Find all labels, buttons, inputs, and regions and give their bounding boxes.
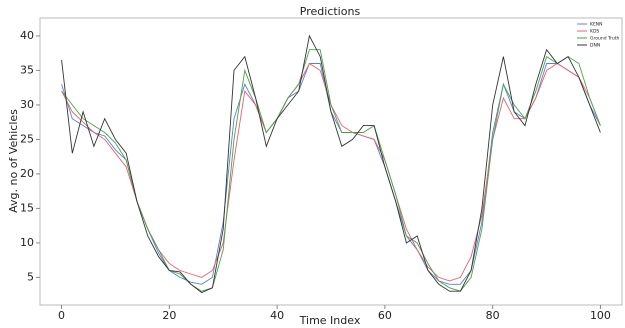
legend-label: Ground Truth: [590, 36, 620, 42]
chart-title: Predictions: [300, 5, 361, 18]
x-tick-label: 0: [58, 309, 65, 322]
x-tick-label: 20: [162, 309, 176, 322]
y-axis-label: Avg. no of Vehicles: [7, 109, 20, 213]
y-tick-label: 40: [20, 29, 34, 42]
series-line: [61, 63, 601, 285]
y-tick-label: 5: [27, 270, 34, 283]
x-axis-label: Time Index: [299, 314, 361, 327]
legend-label: KENN: [590, 22, 603, 28]
x-tick-label: 80: [486, 309, 500, 322]
series-line: [61, 62, 601, 282]
y-tick-label: 10: [20, 236, 34, 249]
y-tick-label: 25: [20, 132, 34, 145]
x-tick-label: 40: [270, 309, 284, 322]
series-line: [61, 34, 601, 294]
x-tick-label: 100: [590, 309, 611, 322]
y-tick-label: 35: [20, 63, 34, 76]
legend-label: KDS: [590, 29, 599, 35]
legend-label: DNN: [590, 43, 600, 49]
y-tick-label: 20: [20, 167, 34, 180]
y-tick-label: 15: [20, 201, 34, 214]
series-line: [61, 49, 601, 292]
plot-frame: [39, 17, 623, 306]
y-tick-label: 30: [20, 98, 34, 111]
x-tick-label: 60: [378, 309, 392, 322]
